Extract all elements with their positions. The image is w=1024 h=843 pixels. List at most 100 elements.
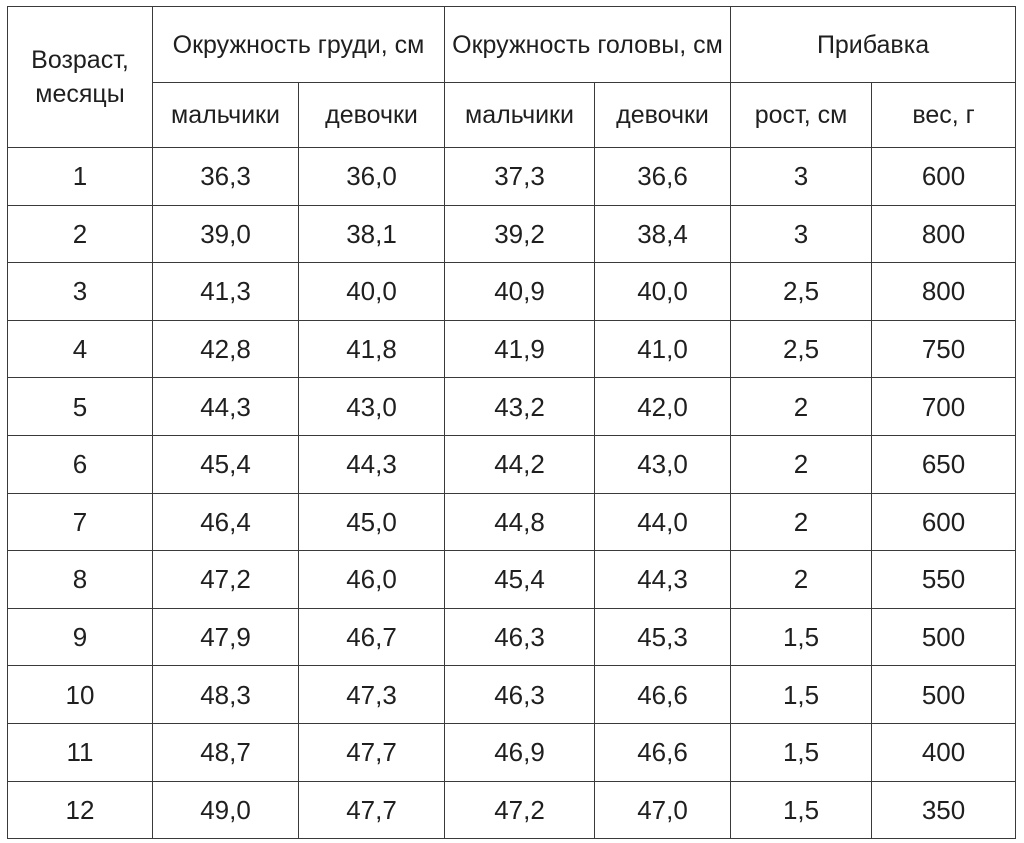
- cell-head-girls: 44,3: [593, 550, 732, 609]
- cell-head-girls: 38,4: [593, 204, 732, 264]
- cell-chest-boys: 47,9: [152, 607, 299, 667]
- cell-head-girls: 40,0: [593, 262, 732, 321]
- cell-head-boys: 43,2: [444, 377, 595, 436]
- cell-gain-weight: 500: [871, 607, 1017, 667]
- table-row: 11 48,7 47,7 46,9 46,6 1,5 400: [7, 722, 1017, 782]
- header-head-circumference: Окружность головы, см: [443, 6, 732, 83]
- cell-chest-girls: 38,1: [298, 204, 445, 264]
- cell-head-girls: 43,0: [593, 434, 732, 494]
- cell-head-boys: 39,2: [444, 204, 595, 264]
- cell-chest-girls: 41,8: [298, 319, 445, 379]
- header-gain: Прибавка: [730, 6, 1017, 83]
- cell-chest-boys: 42,8: [152, 319, 299, 379]
- cell-age: 4: [7, 319, 153, 379]
- header-chest-girls: девочки: [298, 82, 445, 148]
- cell-gain-height: 2: [730, 492, 873, 552]
- table-row: 9 47,9 46,7 46,3 45,3 1,5 500: [7, 607, 1017, 667]
- cell-chest-girls: 43,0: [298, 377, 445, 436]
- cell-chest-girls: 40,0: [298, 262, 445, 321]
- cell-age: 2: [7, 204, 153, 264]
- table-body: 1 36,3 36,0 37,3 36,6 3 600 2 39,0 38,1 …: [7, 147, 1017, 840]
- cell-head-boys: 40,9: [444, 262, 595, 321]
- header-sub-row: мальчики девочки мальчики девочки рост, …: [8, 82, 1017, 148]
- cell-head-boys: 37,3: [444, 147, 595, 206]
- table-row: 7 46,4 45,0 44,8 44,0 2 600: [7, 492, 1017, 552]
- cell-chest-girls: 44,3: [298, 434, 445, 494]
- cell-chest-girls: 36,0: [298, 147, 445, 206]
- cell-head-girls: 47,0: [593, 780, 732, 840]
- table-row: 8 47,2 46,0 45,4 44,3 2 550: [7, 550, 1017, 609]
- cell-head-boys: 46,3: [444, 607, 595, 667]
- cell-head-girls: 46,6: [593, 665, 732, 724]
- cell-gain-height: 2,5: [730, 319, 873, 379]
- cell-chest-girls: 47,3: [298, 665, 445, 724]
- cell-chest-boys: 47,2: [152, 550, 299, 609]
- cell-chest-girls: 45,0: [298, 492, 445, 552]
- cell-age: 3: [7, 262, 153, 321]
- cell-age: 10: [7, 665, 153, 724]
- cell-head-boys: 41,9: [444, 319, 595, 379]
- cell-head-boys: 45,4: [444, 550, 595, 609]
- table-row: 6 45,4 44,3 44,2 43,0 2 650: [7, 434, 1017, 494]
- cell-chest-boys: 41,3: [152, 262, 299, 321]
- cell-gain-height: 3: [730, 204, 873, 264]
- cell-head-girls: 44,0: [593, 492, 732, 552]
- cell-gain-height: 3: [730, 147, 873, 206]
- header-head-girls: девочки: [593, 82, 732, 148]
- header-head-boys: мальчики: [444, 82, 595, 148]
- cell-gain-weight: 600: [871, 492, 1017, 552]
- cell-gain-weight: 800: [871, 262, 1017, 321]
- cell-gain-height: 2: [730, 550, 873, 609]
- cell-gain-height: 2,5: [730, 262, 873, 321]
- cell-age: 7: [7, 492, 153, 552]
- cell-head-boys: 44,8: [444, 492, 595, 552]
- cell-gain-weight: 750: [871, 319, 1017, 379]
- cell-gain-weight: 650: [871, 434, 1017, 494]
- header-group-row: Возраст, месяцы Окружность груди, см Окр…: [7, 6, 1017, 148]
- header-chest-circumference: Окружность груди, см: [152, 6, 445, 83]
- cell-head-boys: 44,2: [444, 434, 595, 494]
- header-gain-weight: вес, г: [871, 82, 1017, 148]
- cell-gain-height: 2: [730, 434, 873, 494]
- cell-chest-boys: 48,7: [152, 722, 299, 782]
- cell-chest-boys: 39,0: [152, 204, 299, 264]
- cell-chest-girls: 47,7: [298, 722, 445, 782]
- cell-head-girls: 46,6: [593, 722, 732, 782]
- cell-age: 1: [7, 147, 153, 206]
- header-age: Возраст, месяцы: [7, 6, 153, 148]
- cell-gain-height: 1,5: [730, 607, 873, 667]
- cell-gain-height: 1,5: [730, 665, 873, 724]
- table-row: 3 41,3 40,0 40,9 40,0 2,5 800: [7, 262, 1017, 321]
- cell-chest-boys: 49,0: [152, 780, 299, 840]
- cell-head-girls: 45,3: [593, 607, 732, 667]
- cell-age: 11: [7, 722, 153, 782]
- cell-age: 8: [7, 550, 153, 609]
- table-row: 12 49,0 47,7 47,2 47,0 1,5 350: [7, 780, 1017, 840]
- cell-chest-girls: 47,7: [298, 780, 445, 840]
- cell-gain-height: 1,5: [730, 722, 873, 782]
- cell-gain-weight: 800: [871, 204, 1017, 264]
- cell-age: 9: [7, 607, 153, 667]
- cell-gain-weight: 550: [871, 550, 1017, 609]
- cell-chest-boys: 36,3: [152, 147, 299, 206]
- cell-age: 6: [7, 434, 153, 494]
- cell-age: 5: [7, 377, 153, 436]
- cell-gain-height: 1,5: [730, 780, 873, 840]
- cell-gain-weight: 400: [871, 722, 1017, 782]
- table-row: 1 36,3 36,0 37,3 36,6 3 600: [7, 147, 1017, 206]
- cell-gain-weight: 700: [871, 377, 1017, 436]
- cell-chest-boys: 48,3: [152, 665, 299, 724]
- cell-gain-weight: 600: [871, 147, 1017, 206]
- cell-head-girls: 36,6: [593, 147, 732, 206]
- cell-age: 12: [7, 780, 153, 840]
- cell-gain-weight: 500: [871, 665, 1017, 724]
- header-chest-boys: мальчики: [152, 82, 299, 148]
- cell-head-boys: 46,3: [444, 665, 595, 724]
- table-row: 5 44,3 43,0 43,2 42,0 2 700: [7, 377, 1017, 436]
- header-gain-height: рост, см: [730, 82, 873, 148]
- cell-chest-boys: 46,4: [152, 492, 299, 552]
- cell-head-girls: 41,0: [593, 319, 732, 379]
- table-header: Возраст, месяцы Окружность груди, см Окр…: [7, 6, 1017, 148]
- table-row: 4 42,8 41,8 41,9 41,0 2,5 750: [7, 319, 1017, 379]
- cell-head-boys: 46,9: [444, 722, 595, 782]
